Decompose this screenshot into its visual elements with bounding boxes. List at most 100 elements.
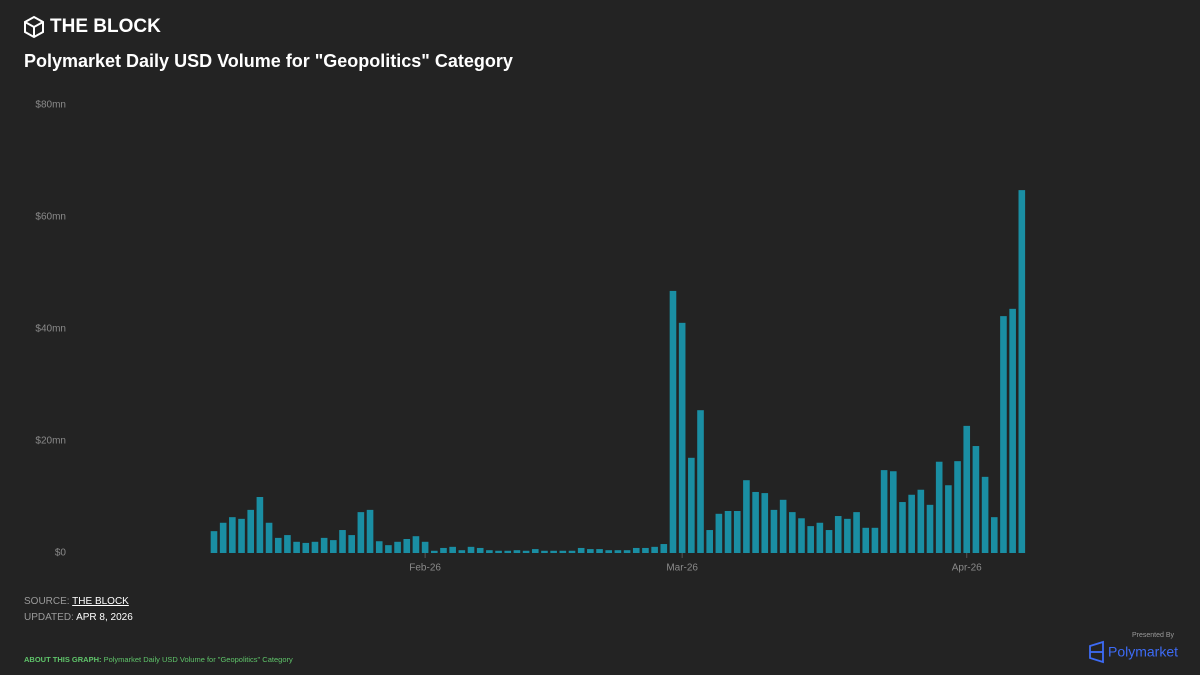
bar: [697, 410, 704, 553]
bar: [265, 522, 273, 553]
bar: [678, 322, 686, 553]
bar: [550, 550, 557, 553]
bar: [531, 549, 539, 553]
bar: [660, 544, 668, 553]
bar: [486, 550, 493, 553]
bar: [522, 550, 530, 553]
bar: [871, 527, 879, 553]
bar: [1000, 316, 1007, 553]
bar: [504, 550, 512, 553]
bar: [348, 535, 355, 553]
bar: [256, 497, 264, 553]
source-label: SOURCE: THE BLOCK: [24, 596, 129, 607]
brand: THE BLOCK: [50, 16, 161, 37]
bar: [706, 530, 714, 553]
bar: [403, 539, 411, 553]
bar: [917, 489, 925, 553]
bar: [366, 509, 374, 553]
y-tick-label: $20mn: [35, 436, 66, 447]
bar: [357, 512, 365, 553]
bar: [559, 550, 567, 553]
bar: [229, 517, 236, 553]
bar: [733, 511, 741, 553]
bar: [935, 461, 943, 553]
bar: [770, 509, 778, 553]
bar: [302, 542, 310, 553]
bar: [779, 499, 787, 553]
updated-label: UPDATED:: [24, 612, 74, 623]
bar: [568, 550, 576, 553]
bar: [467, 546, 475, 553]
updated-label: UPDATED: APR 8, 2026: [24, 612, 133, 623]
bar: [614, 550, 622, 553]
bar: [476, 547, 484, 553]
bar: [440, 547, 447, 553]
bar: [632, 547, 640, 553]
bar: [990, 517, 998, 553]
updated-date: APR 8, 2026: [76, 612, 133, 623]
bar: [274, 537, 282, 553]
source-label: SOURCE:: [24, 596, 70, 607]
sponsor-logo: [1089, 640, 1104, 664]
sponsor: Polymarket: [1108, 644, 1178, 660]
presented-by: Presented By: [1132, 632, 1175, 639]
bar: [908, 494, 915, 553]
bar: [798, 518, 805, 553]
bar: [219, 522, 227, 553]
bar: [669, 290, 677, 553]
bar: [513, 550, 521, 553]
bar: [834, 516, 842, 553]
bar: [853, 512, 860, 553]
bar: [972, 446, 980, 553]
bar: [789, 512, 796, 553]
bar: [596, 549, 603, 553]
bar: [981, 476, 989, 553]
bar: [862, 527, 870, 553]
bar: [284, 535, 291, 553]
x-tick-label: Mar-26: [666, 563, 698, 574]
bar: [449, 546, 456, 553]
bar: [825, 530, 833, 553]
bar: [743, 480, 750, 553]
bar: [651, 546, 658, 553]
bar: [577, 547, 585, 553]
bar: [963, 425, 971, 553]
bar: [375, 541, 383, 553]
bar: [724, 511, 732, 553]
about-label: ABOUT THIS GRAPH:: [24, 655, 102, 664]
bar: [752, 491, 759, 553]
chart-title: Polymarket Daily USD Volume for "Geopoli…: [24, 51, 513, 71]
bar: [247, 509, 255, 553]
bar: [1018, 190, 1026, 553]
bar: [954, 461, 961, 553]
x-tick-label: Feb-26: [409, 563, 441, 574]
bar: [807, 526, 814, 553]
bar: [880, 470, 888, 553]
bar: [293, 541, 300, 553]
bar: [495, 550, 502, 553]
bar: [816, 522, 824, 553]
bar: [945, 485, 952, 553]
bar: [330, 540, 337, 553]
bar: [458, 550, 466, 553]
bar: [889, 471, 897, 553]
brand-logo: [24, 15, 44, 39]
y-tick-label: $40mn: [35, 324, 66, 335]
y-tick-label: $80mn: [35, 100, 66, 111]
bar: [320, 537, 328, 553]
bar: [412, 536, 420, 553]
bar: [421, 541, 429, 553]
source-link[interactable]: THE BLOCK: [72, 596, 129, 607]
bar: [541, 550, 548, 553]
bar: [844, 518, 851, 553]
bar: [926, 504, 934, 553]
bar: [339, 530, 346, 553]
about: ABOUT THIS GRAPH: Polymarket Daily USD V…: [24, 655, 293, 664]
bar: [587, 549, 594, 553]
bar: [311, 541, 319, 553]
bar: [642, 547, 649, 553]
bar: [430, 550, 438, 553]
bar: [394, 541, 401, 553]
bar: [605, 550, 613, 553]
